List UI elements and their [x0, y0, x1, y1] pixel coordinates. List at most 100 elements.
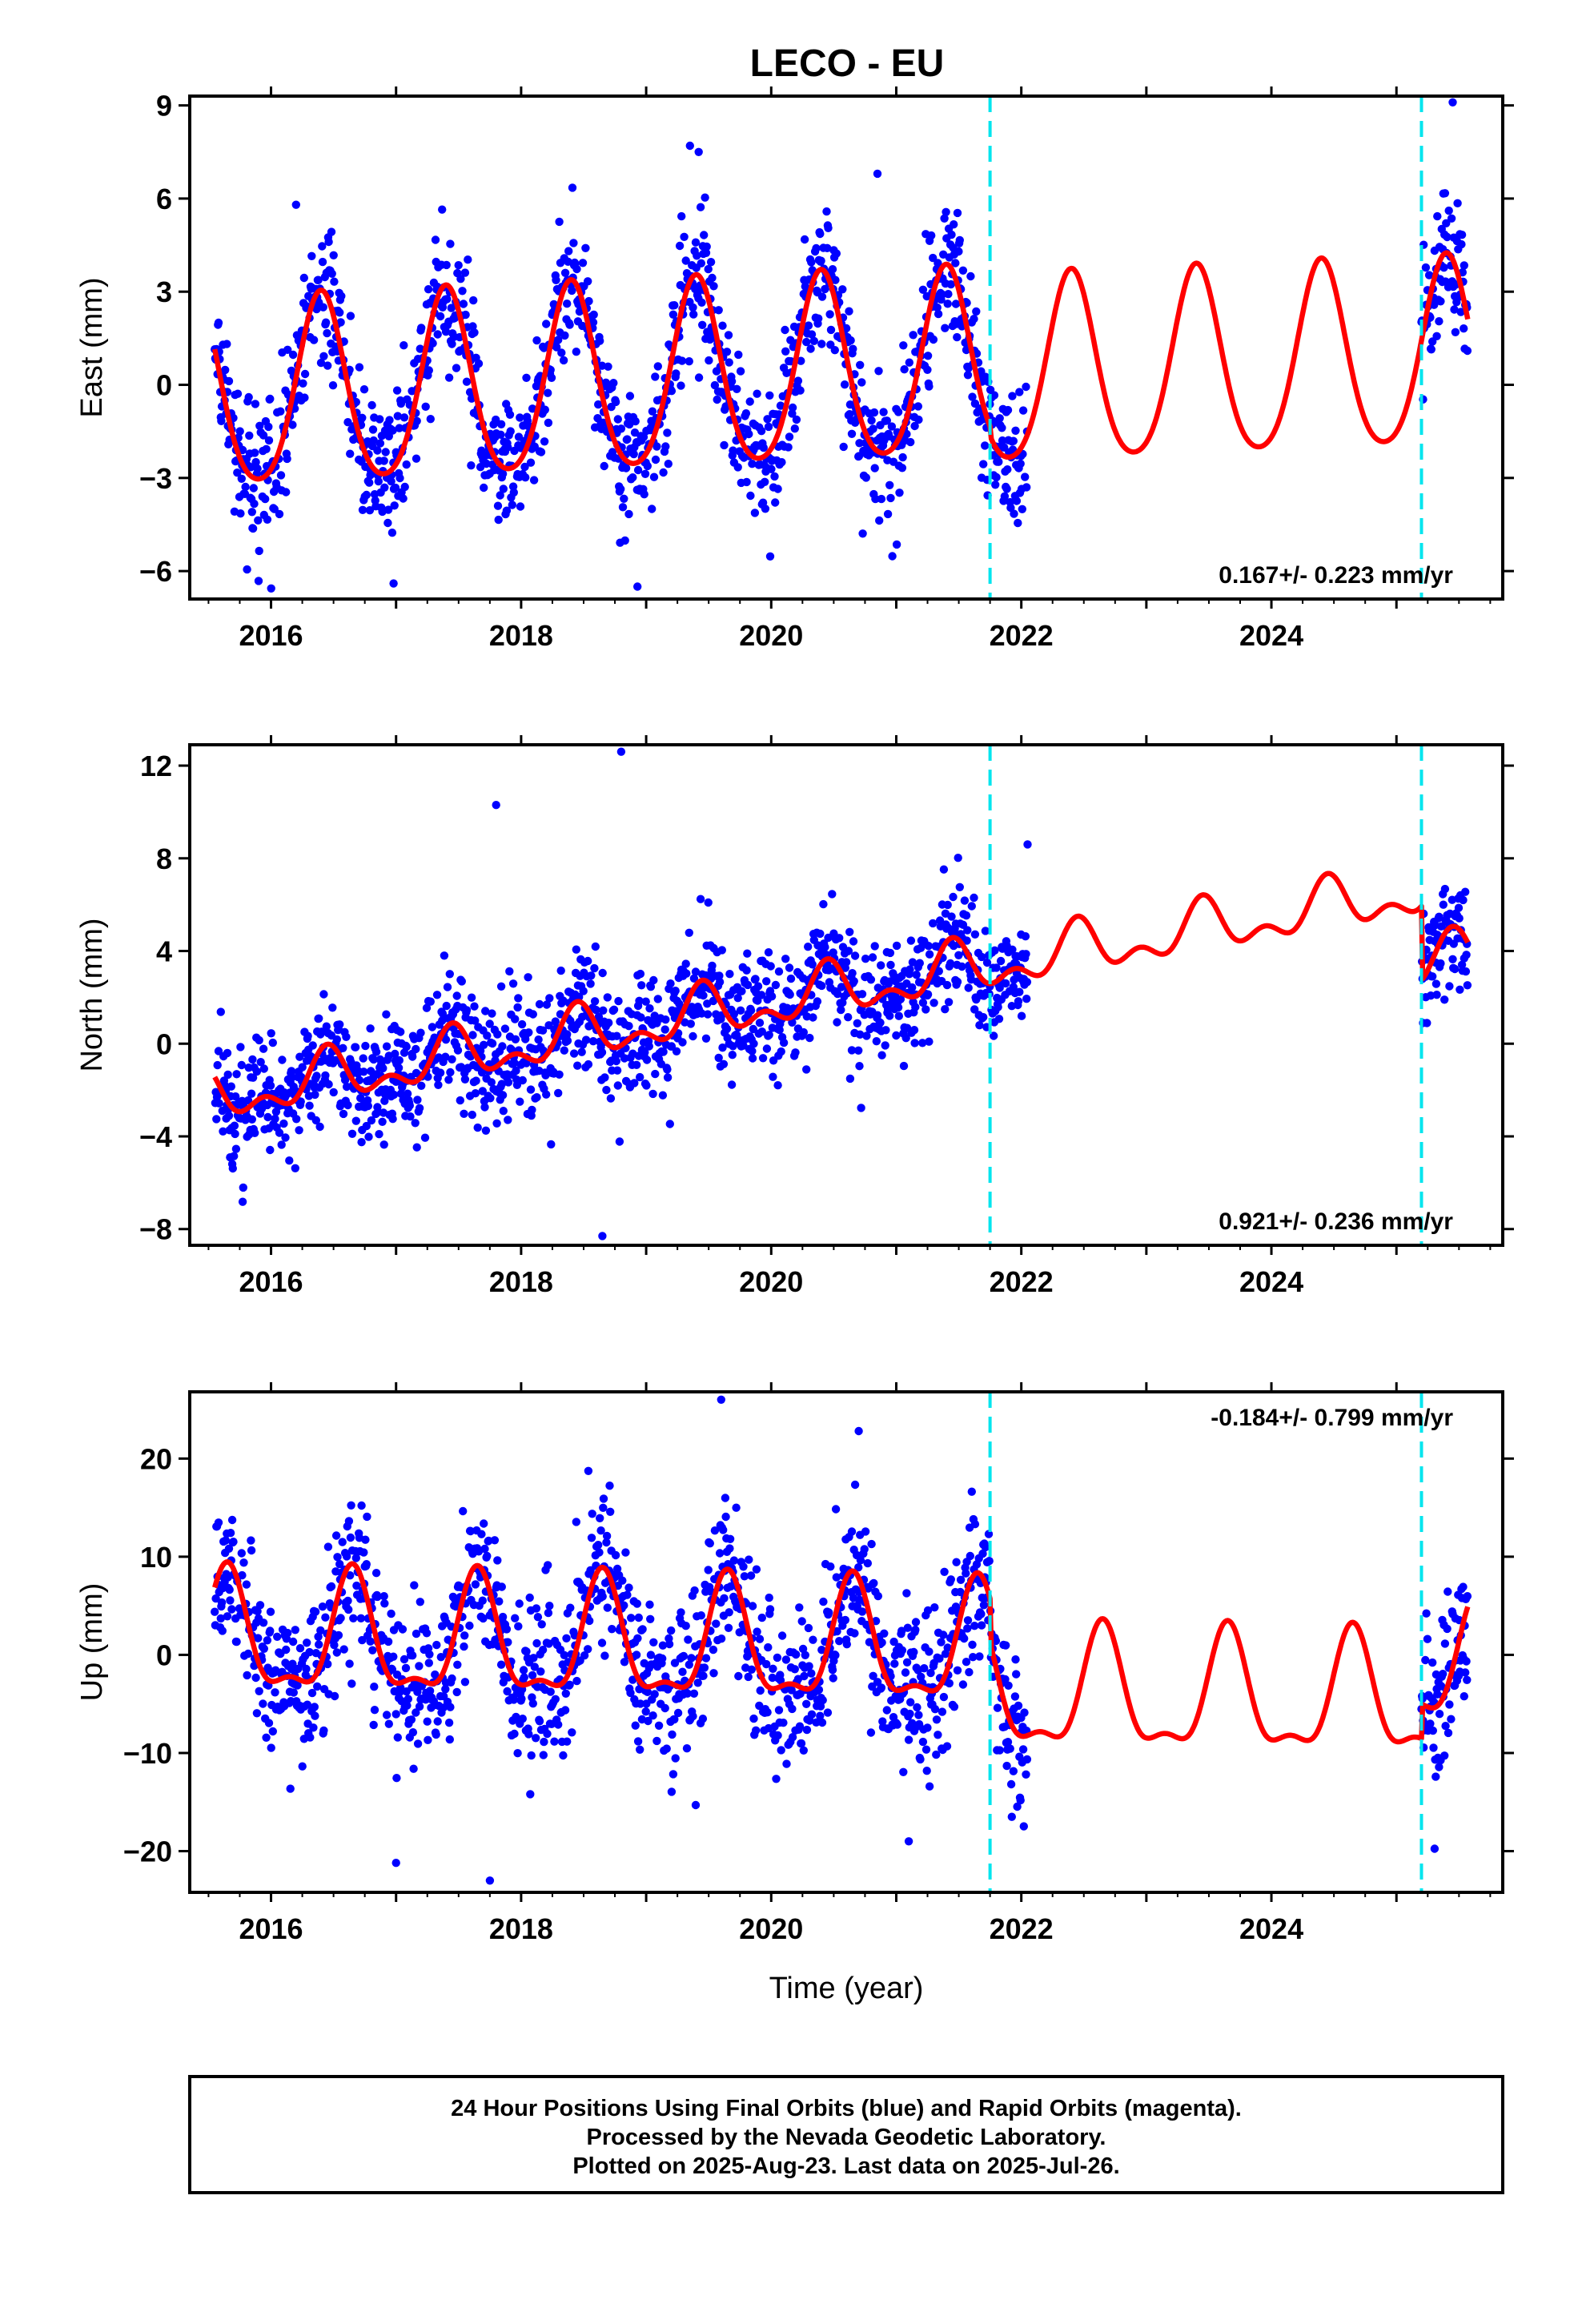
data-point [1003, 465, 1012, 474]
data-point [807, 258, 816, 267]
data-point [799, 1746, 808, 1755]
data-point [826, 1562, 835, 1571]
data-point [769, 1664, 777, 1673]
data-point [918, 998, 928, 1007]
data-point [697, 298, 706, 307]
data-point [785, 963, 794, 972]
data-point [424, 366, 433, 375]
data-point [536, 448, 546, 456]
data-point [533, 1613, 543, 1622]
data-point [512, 1080, 522, 1090]
x-tick-label: 2018 [489, 1912, 553, 1945]
data-point [796, 386, 805, 395]
data-point [375, 415, 384, 424]
data-point [357, 1138, 366, 1147]
data-point [958, 962, 966, 971]
data-point [969, 1653, 978, 1662]
data-points [211, 747, 1472, 1240]
data-point [267, 1029, 275, 1038]
data-point [844, 947, 853, 955]
data-point [1426, 1719, 1435, 1728]
data-point [391, 483, 400, 493]
data-point [759, 443, 768, 452]
data-point [781, 1655, 791, 1664]
data-point [895, 489, 904, 497]
data-point [446, 1703, 455, 1711]
data-point [1453, 199, 1462, 207]
data-point [1022, 382, 1030, 392]
data-point [288, 1637, 298, 1647]
data-point [315, 1640, 323, 1649]
data-point [648, 1711, 657, 1720]
data-point [1423, 1634, 1432, 1643]
data-point [776, 401, 785, 410]
y-tick-label: 10 [140, 1541, 172, 1574]
data-point [745, 429, 753, 439]
data-point [1463, 1592, 1472, 1601]
data-point [214, 318, 223, 328]
data-point [332, 1648, 341, 1657]
data-point [903, 1623, 913, 1632]
data-point [608, 1625, 616, 1634]
data-point [259, 1044, 268, 1053]
data-point [942, 1742, 952, 1751]
data-point [722, 348, 732, 356]
data-point [923, 352, 933, 360]
data-point [709, 996, 718, 1006]
data-point [594, 400, 603, 409]
data-point [715, 971, 724, 980]
data-point [835, 934, 844, 943]
data-point [817, 256, 825, 265]
data-point [805, 1033, 814, 1043]
data-point [334, 1630, 343, 1640]
data-point [846, 336, 855, 345]
data-point [565, 320, 574, 329]
data-point [235, 427, 244, 436]
data-point [915, 959, 925, 967]
data-point [396, 1027, 405, 1036]
data-point [391, 1049, 400, 1059]
data-point [480, 1544, 489, 1554]
data-point [434, 1080, 443, 1090]
data-point [282, 488, 291, 497]
data-point [900, 365, 909, 374]
data-point [526, 458, 536, 467]
data-point [1461, 1668, 1470, 1677]
data-point [771, 498, 780, 507]
data-point [543, 1729, 552, 1739]
data-point [624, 1022, 633, 1031]
data-point [757, 1027, 766, 1036]
data-point [596, 336, 604, 345]
data-point [218, 1626, 227, 1635]
data-point [578, 259, 588, 267]
data-point [252, 1067, 262, 1076]
data-point [409, 1764, 418, 1773]
data-point [581, 243, 590, 252]
data-point [347, 1501, 355, 1510]
data-point [1462, 1657, 1471, 1666]
data-point [494, 515, 503, 525]
data-point [250, 499, 259, 509]
data-point [683, 1689, 692, 1698]
data-point [271, 1114, 279, 1124]
data-point [441, 1052, 450, 1061]
data-point [254, 577, 263, 585]
data-point [954, 951, 963, 960]
data-point [589, 310, 598, 320]
data-point [483, 1031, 492, 1040]
data-point [213, 1060, 222, 1070]
data-point [441, 328, 451, 336]
data-point [831, 1505, 841, 1514]
outlier-point [873, 169, 882, 179]
data-point [422, 1003, 432, 1012]
data-point [243, 1649, 253, 1659]
data-point [725, 1534, 735, 1544]
data-point [502, 1625, 512, 1634]
data-point [906, 936, 916, 945]
data-point [722, 1024, 732, 1034]
data-point [686, 1019, 695, 1028]
data-point [905, 358, 914, 367]
data-point [814, 1685, 824, 1695]
data-point [993, 1703, 1002, 1712]
data-point [514, 994, 523, 1003]
